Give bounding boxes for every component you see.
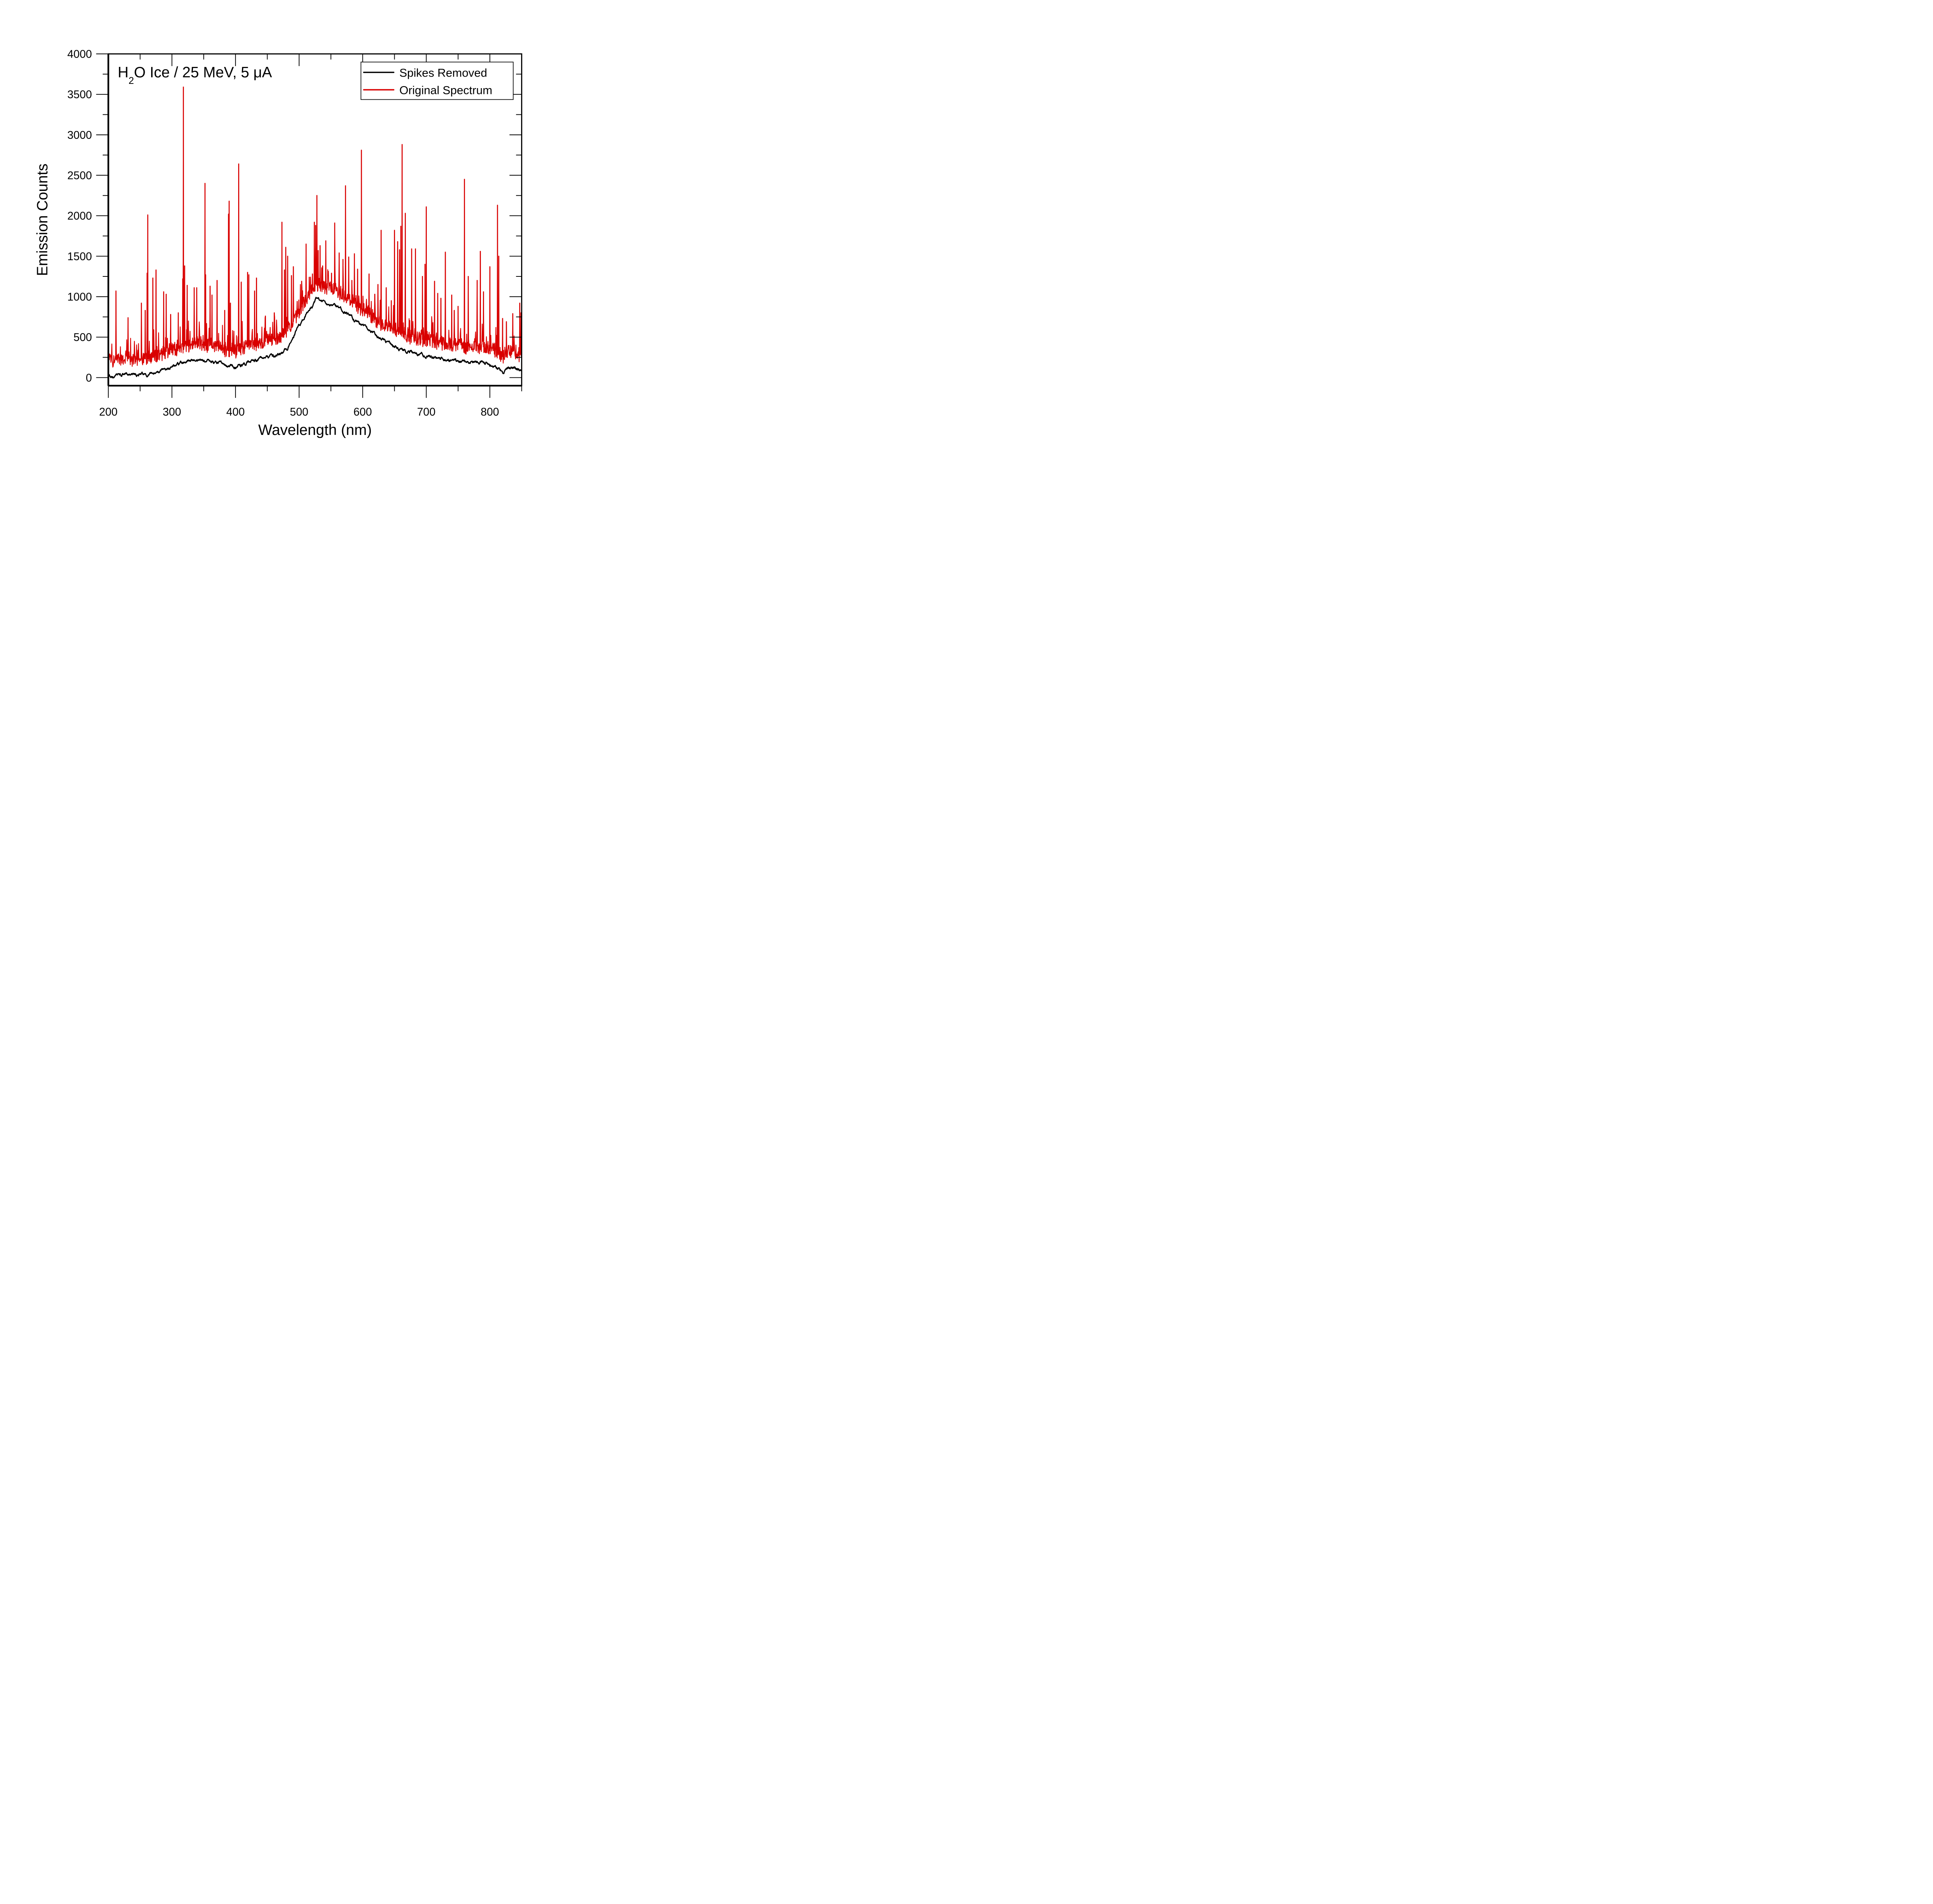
series-original-spectrum-line: [108, 87, 522, 368]
x-tick-label: 200: [99, 406, 118, 418]
y-tick-label: 0: [86, 372, 92, 384]
x-tick-label: 600: [353, 406, 372, 418]
y-tick-label: 1000: [67, 291, 92, 303]
x-tick-label: 300: [163, 406, 181, 418]
y-tick-label: 500: [73, 331, 92, 344]
ticks-layer: [96, 53, 522, 398]
x-axis-title: Wavelength (nm): [258, 422, 372, 438]
x-tick-label: 500: [290, 406, 309, 418]
series-spikes-removed-line: [108, 297, 522, 378]
x-tick-label: 700: [417, 406, 436, 418]
annotation-subscript: 2: [128, 75, 134, 86]
emission-spectrum-chart: 200 300 400 500 600 700 800 0 500 1000 1500 2000 250…: [0, 0, 603, 462]
y-tick-label: 4000: [67, 48, 92, 61]
y-tick-label: 3000: [67, 129, 92, 141]
chart-annotation: H2O Ice / 25 MeV, 5 μA: [118, 64, 272, 86]
series-layer: [108, 86, 522, 378]
legend-label-spikes-removed: Spikes Removed: [399, 66, 487, 79]
y-axis-title: Emission Counts: [34, 164, 51, 276]
legend-box: [360, 61, 514, 100]
tick-labels-layer: 200 300 400 500 600 700 800 0 500 1000 1500 2000 250…: [67, 48, 499, 419]
legend-label-original-spectrum: Original Spectrum: [399, 84, 492, 97]
y-tick-label: 2000: [67, 210, 92, 222]
annotation-prefix: H: [118, 64, 128, 81]
x-tick-label: 400: [226, 406, 245, 418]
x-tick-label: 800: [481, 406, 499, 418]
annotation-suffix: O Ice / 25 MeV, 5 μA: [134, 64, 272, 81]
y-tick-label: 3500: [67, 89, 92, 101]
y-tick-label: 1500: [67, 251, 92, 263]
legend: Spikes Removed Original Spectrum: [360, 61, 514, 100]
y-tick-label: 2500: [67, 170, 92, 182]
